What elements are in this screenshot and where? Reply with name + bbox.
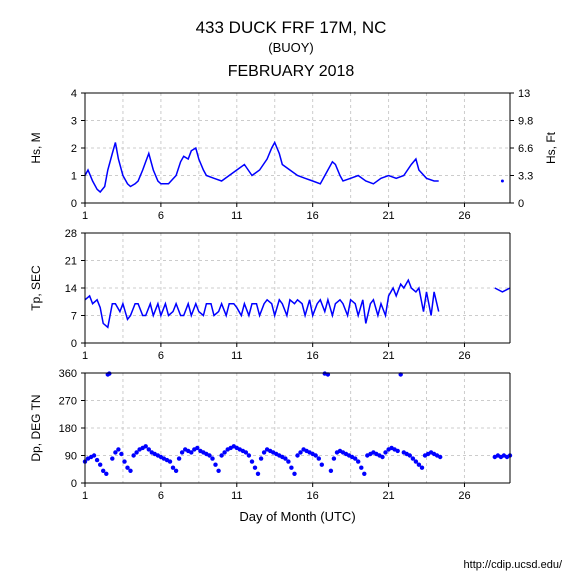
svg-text:11: 11: [231, 210, 242, 222]
hs-series: [85, 143, 439, 193]
hs-ylabel: Hs, M: [29, 132, 43, 163]
svg-text:6.6: 6.6: [518, 143, 533, 155]
svg-text:21: 21: [382, 350, 394, 362]
svg-text:0: 0: [71, 478, 77, 490]
svg-text:1: 1: [71, 171, 77, 183]
tp-ylabel: Tp, SEC: [29, 265, 43, 311]
svg-text:11: 11: [231, 350, 242, 362]
svg-text:26: 26: [458, 210, 470, 222]
svg-text:1: 1: [82, 490, 88, 502]
svg-text:21: 21: [382, 490, 394, 502]
svg-text:180: 180: [59, 423, 77, 435]
svg-text:3.3: 3.3: [518, 171, 533, 183]
svg-text:1: 1: [82, 350, 88, 362]
svg-text:90: 90: [65, 451, 77, 463]
svg-text:270: 270: [59, 396, 77, 408]
svg-text:26: 26: [458, 350, 470, 362]
svg-text:21: 21: [65, 256, 77, 268]
svg-text:3: 3: [71, 116, 77, 128]
title-block: 433 DUCK FRF 17M, NC (BUOY) FEBRUARY 201…: [0, 0, 582, 81]
svg-text:0: 0: [71, 338, 77, 350]
charts-container: 0123403.36.69.813Hs, MHs, Ft161116212607…: [0, 85, 582, 545]
svg-text:6: 6: [158, 350, 164, 362]
svg-text:16: 16: [307, 210, 319, 222]
x-axis-label: Day of Month (UTC): [239, 509, 355, 524]
dp-ylabel: Dp, DEG TN: [29, 394, 43, 461]
svg-text:2: 2: [71, 143, 77, 155]
svg-text:4: 4: [71, 88, 77, 100]
svg-text:9.8: 9.8: [518, 116, 533, 128]
month-title: FEBRUARY 2018: [0, 63, 582, 81]
svg-text:21: 21: [382, 210, 394, 222]
svg-text:6: 6: [158, 490, 164, 502]
svg-text:28: 28: [65, 228, 77, 240]
svg-text:13: 13: [518, 88, 530, 100]
sub-title: (BUOY): [0, 40, 582, 55]
svg-text:360: 360: [59, 368, 77, 380]
svg-text:11: 11: [231, 490, 242, 502]
tp-series: [85, 280, 439, 327]
footer-credit: http://cdip.ucsd.edu/: [464, 559, 562, 571]
svg-text:16: 16: [307, 350, 319, 362]
svg-text:0: 0: [518, 198, 524, 210]
svg-text:26: 26: [458, 490, 470, 502]
chart-svg: 0123403.36.69.813Hs, MHs, Ft161116212607…: [0, 85, 582, 545]
svg-text:1: 1: [82, 210, 88, 222]
svg-text:16: 16: [307, 490, 319, 502]
main-title: 433 DUCK FRF 17M, NC: [0, 18, 582, 38]
hs-ylabel-right: Hs, Ft: [544, 131, 558, 164]
svg-text:7: 7: [71, 311, 77, 323]
svg-text:14: 14: [65, 283, 77, 295]
svg-text:6: 6: [158, 210, 164, 222]
svg-text:0: 0: [71, 198, 77, 210]
